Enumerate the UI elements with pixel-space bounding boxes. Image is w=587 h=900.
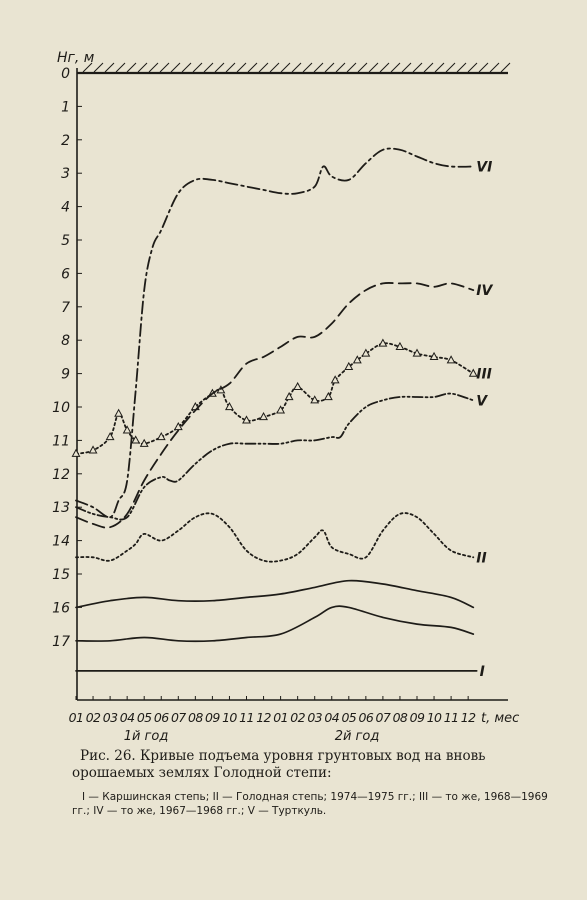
x-tick-label: 03 [103,710,118,725]
x-tick-label: 07 [376,710,391,725]
series-iii-point [114,408,124,417]
y-tick-label: 7 [61,300,70,316]
series-iii-point [429,351,439,360]
series-iii-point [310,395,320,404]
x-tick-label: 04 [120,710,135,725]
series-iii-point [71,448,81,457]
x-tick-label: 10 [427,710,442,725]
series-iii-point [259,411,268,421]
x-tick-label: 02 [290,710,305,725]
y-tick-label: 3 [61,166,70,182]
series-iii-point [276,405,286,414]
period-label: 1й год [124,729,169,744]
series-iii-point [225,401,234,411]
x-tick-label: 01 [273,710,288,725]
series-iii-point [412,348,422,357]
series-iii-point [378,338,388,347]
series-iii-point [156,432,166,441]
series-iii-point [293,381,303,391]
x-tick-label: 08 [393,710,408,725]
series-iii-point [361,348,371,357]
x-tick-label: 12 [256,710,271,725]
y-tick-label: 15 [52,567,70,583]
unlabeled-series-line [75,579,475,609]
y-tick-label: 6 [61,266,70,282]
y-tick-label: 14 [52,534,70,550]
y-axis-label: Hг, м [57,50,95,66]
series-iii-point [139,438,149,447]
x-tick-label: 08 [188,710,203,725]
figure-caption: Рис. 26. Кривые подъема уровня грунтовых… [72,748,486,781]
y-tick-label: 5 [61,233,70,249]
series-iii-point [395,341,405,350]
series-ii-line [75,512,475,563]
x-tick-label: 09 [205,710,220,725]
series-iii-point [468,368,478,377]
series-ii-label: II [476,550,486,566]
series-iii-point [446,355,456,364]
series-i-label: I [480,664,485,680]
y-tick-label: 1 [61,99,70,115]
y-tick-label: 13 [52,500,70,516]
series-vi-label: VI [476,160,492,176]
x-tick-label: 04 [324,710,339,725]
series-iv-label: IV [476,283,493,299]
y-tick-label: 16 [52,600,70,616]
series-iii-point [131,435,141,444]
series-iii-point [242,415,251,424]
x-tick-label: 05 [137,710,152,725]
series-v-label: V [476,393,488,409]
y-tick-label: 11 [52,433,70,449]
y-tick-label: 10 [52,400,70,416]
y-tick-label: 12 [52,467,70,483]
x-tick-label: 07 [171,710,186,725]
figure-legend: I — Каршинская степь; II — Голодная степ… [72,791,548,817]
x-tick-label: 02 [86,710,101,725]
unlabeled-series-line [75,605,475,643]
series-iii-label: III [476,367,492,383]
series-iii-point [352,355,362,364]
x-tick-label: 06 [154,710,169,725]
period-label: 2й год [335,729,380,744]
x-tick-label: 09 [410,710,425,725]
series-iii-point [344,361,354,371]
x-tick-label: 10 [222,710,237,725]
x-tick-label: 11 [444,710,459,725]
x-tick-label: 05 [341,710,356,725]
x-axis-label: t, мес [481,711,519,726]
series-v-line [75,392,475,521]
chart-series [71,147,478,672]
series-iii-point [105,432,115,441]
y-tick-label: 4 [61,200,70,216]
series-iv-line [75,282,475,529]
x-tick-label: 11 [239,710,254,725]
ground-hatching [82,62,511,73]
y-tick-label: 9 [61,367,70,383]
y-tick-label: 2 [61,133,70,149]
y-tick-label: 0 [61,66,70,82]
y-tick-label: 17 [52,634,70,650]
series-vi-line [75,147,475,519]
x-tick-label: 12 [461,710,476,725]
series-iii-point [122,425,132,434]
chart-axes [75,62,511,701]
y-tick-label: 8 [61,333,70,349]
series-iii-point [330,375,340,384]
x-tick-label: 03 [307,710,322,725]
series-iii-point [323,391,333,401]
series-iii-point [284,391,294,401]
series-iii-point [88,445,98,454]
x-tick-label: 01 [69,710,84,725]
x-tick-label: 06 [358,710,373,725]
